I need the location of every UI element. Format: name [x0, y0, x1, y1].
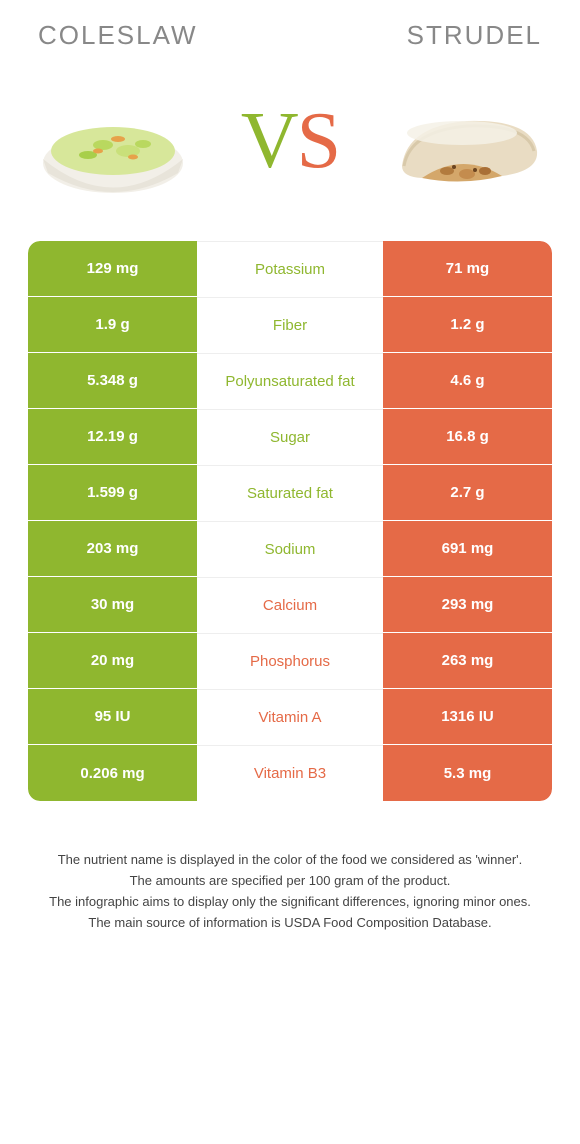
footnote-line: The infographic aims to display only the…: [34, 893, 546, 912]
value-left: 129 mg: [28, 241, 197, 296]
table-row: 1.599 gSaturated fat2.7 g: [28, 465, 552, 521]
table-row: 129 mgPotassium71 mg: [28, 241, 552, 297]
value-right: 71 mg: [383, 241, 552, 296]
table-row: 203 mgSodium691 mg: [28, 521, 552, 577]
nutrient-label: Sodium: [197, 521, 383, 576]
value-left: 1.9 g: [28, 297, 197, 352]
nutrient-label: Saturated fat: [197, 465, 383, 520]
value-left: 203 mg: [28, 521, 197, 576]
value-right: 1316 IU: [383, 689, 552, 744]
value-right: 16.8 g: [383, 409, 552, 464]
table-row: 20 mgPhosphorus263 mg: [28, 633, 552, 689]
value-right: 263 mg: [383, 633, 552, 688]
table-row: 95 IUVitamin A1316 IU: [28, 689, 552, 745]
footnote-line: The main source of information is USDA F…: [34, 914, 546, 933]
nutrient-label: Phosphorus: [197, 633, 383, 688]
value-left: 95 IU: [28, 689, 197, 744]
footnote-line: The amounts are specified per 100 gram o…: [34, 872, 546, 891]
nutrient-label: Sugar: [197, 409, 383, 464]
value-left: 5.348 g: [28, 353, 197, 408]
hero-row: VS: [28, 81, 552, 201]
vs-v: V: [241, 97, 297, 185]
footnotes: The nutrient name is displayed in the co…: [28, 851, 552, 932]
food-title-right: Strudel: [290, 20, 552, 51]
value-right: 1.2 g: [383, 297, 552, 352]
page-wrap: Coleslaw Strudel VS: [0, 0, 580, 954]
strudel-image: [382, 81, 552, 201]
nutrient-label: Fiber: [197, 297, 383, 352]
value-right: 4.6 g: [383, 353, 552, 408]
table-row: 1.9 gFiber1.2 g: [28, 297, 552, 353]
footnote-line: The nutrient name is displayed in the co…: [34, 851, 546, 870]
food-title-left: Coleslaw: [28, 20, 290, 51]
value-left: 20 mg: [28, 633, 197, 688]
value-right: 691 mg: [383, 521, 552, 576]
table-row: 30 mgCalcium293 mg: [28, 577, 552, 633]
table-row: 5.348 gPolyunsaturated fat4.6 g: [28, 353, 552, 409]
table-row: 12.19 gSugar16.8 g: [28, 409, 552, 465]
vs-s: S: [297, 97, 340, 185]
nutrient-table: 129 mgPotassium71 mg1.9 gFiber1.2 g5.348…: [28, 241, 552, 801]
value-left: 1.599 g: [28, 465, 197, 520]
titles-row: Coleslaw Strudel: [28, 20, 552, 51]
nutrient-label: Polyunsaturated fat: [197, 353, 383, 408]
value-left: 30 mg: [28, 577, 197, 632]
value-right: 2.7 g: [383, 465, 552, 520]
value-right: 5.3 mg: [383, 745, 552, 801]
table-row: 0.206 mgVitamin B35.3 mg: [28, 745, 552, 801]
nutrient-label: Calcium: [197, 577, 383, 632]
vs-label: VS: [241, 96, 339, 187]
coleslaw-image: [28, 81, 198, 201]
nutrient-label: Vitamin B3: [197, 745, 383, 801]
value-right: 293 mg: [383, 577, 552, 632]
nutrient-label: Vitamin A: [197, 689, 383, 744]
value-left: 12.19 g: [28, 409, 197, 464]
nutrient-label: Potassium: [197, 241, 383, 296]
value-left: 0.206 mg: [28, 745, 197, 801]
